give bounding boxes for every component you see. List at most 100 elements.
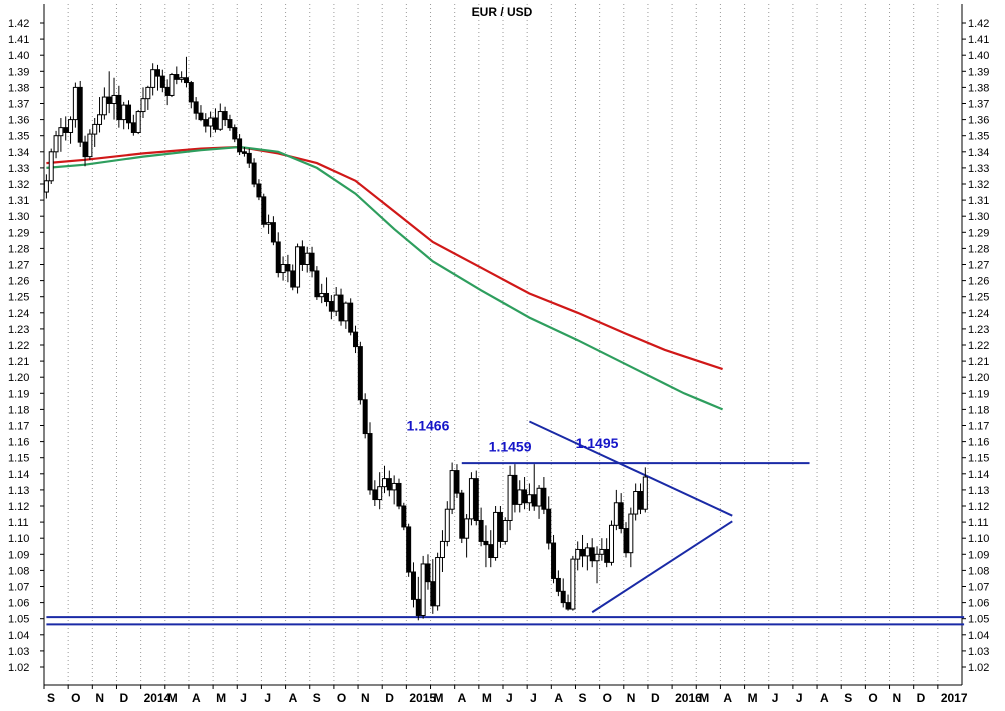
moving-average-line-2: [46, 145, 724, 411]
candle-body: [507, 474, 513, 521]
candle-body: [285, 264, 291, 272]
candle-body: [531, 494, 537, 507]
candle-body: [473, 478, 479, 521]
x-tick-label: A: [289, 691, 298, 705]
y-tick-label-right: 1.22: [968, 340, 989, 352]
x-tick-label: O: [603, 691, 612, 705]
candle-body: [551, 542, 557, 579]
y-tick-label-left: 1.31: [8, 195, 29, 207]
candle-body: [570, 558, 576, 610]
candle-body: [246, 152, 252, 164]
x-tick-label: J: [506, 691, 513, 705]
moving-average-line-1: [46, 145, 723, 371]
candle-body: [560, 590, 566, 604]
x-tick-label: D: [119, 691, 128, 705]
candle-body: [314, 270, 320, 298]
x-tick-label: D: [651, 691, 660, 705]
x-tick-label: A: [820, 691, 829, 705]
candle-body: [126, 104, 132, 124]
x-tick-label: O: [337, 691, 346, 705]
y-tick-label-right: 1.13: [968, 485, 989, 497]
candle-body: [357, 346, 363, 401]
y-tick-label-right: 1.30: [968, 211, 989, 223]
y-tick-label-left: 1.07: [8, 582, 29, 594]
candle-body: [599, 548, 605, 555]
candle-body: [261, 196, 267, 225]
x-tick-label: J: [240, 691, 247, 705]
y-tick-label-left: 1.32: [8, 179, 29, 191]
candle-body: [135, 111, 141, 133]
chart-title: EUR / USD: [472, 5, 533, 19]
y-tick-label-right: 1.40: [968, 50, 989, 62]
y-tick-label-left: 1.20: [8, 372, 29, 384]
y-tick-label-left: 1.16: [8, 437, 29, 449]
y-tick-label-right: 1.42: [968, 18, 989, 30]
y-tick-label-left: 1.37: [8, 99, 29, 111]
y-tick-label-right: 1.03: [968, 646, 989, 658]
candle-body: [256, 183, 262, 198]
candle-body: [609, 524, 615, 563]
y-tick-label-right: 1.21: [968, 356, 989, 368]
candle-body: [382, 478, 387, 488]
candle-body: [290, 270, 296, 288]
candle-body: [613, 502, 619, 526]
candle-body: [299, 246, 305, 265]
x-tick-label: A: [192, 691, 201, 705]
y-tick-label-left: 1.30: [8, 211, 29, 223]
candle-body: [101, 96, 107, 116]
candle-body: [92, 123, 98, 135]
x-tick-label: N: [361, 691, 370, 705]
candle-body: [193, 101, 199, 114]
y-tick-label-right: 1.04: [968, 630, 989, 642]
x-tick-label: N: [627, 691, 636, 705]
candle-body: [468, 478, 474, 520]
x-tick-label: S: [578, 691, 586, 705]
y-tick-label-right: 1.25: [968, 292, 989, 304]
candle-body: [526, 494, 532, 504]
y-tick-label-right: 1.09: [968, 549, 989, 561]
candle-body: [97, 114, 103, 125]
candle-body: [522, 489, 528, 504]
candle-body: [232, 127, 238, 140]
candle-body: [203, 119, 209, 127]
x-tick-label: M: [434, 691, 444, 705]
y-tick-label-left: 1.40: [8, 50, 29, 62]
y-tick-label-left: 1.38: [8, 82, 29, 94]
x-tick-label: 2016: [675, 691, 702, 705]
x-tick-label: 2015: [409, 691, 436, 705]
y-tick-label-left: 1.17: [8, 421, 29, 433]
y-tick-label-left: 1.41: [8, 34, 29, 46]
price-annotation: 1.1466: [407, 417, 450, 433]
x-tick-label: A: [554, 691, 563, 705]
candle-body: [391, 482, 397, 491]
candle-body: [227, 119, 233, 129]
candle-body: [372, 489, 378, 501]
y-tick-label-right: 1.39: [968, 66, 989, 78]
candle-body: [212, 117, 218, 130]
x-tick-label: J: [530, 691, 537, 705]
y-tick-label-right: 1.38: [968, 82, 989, 94]
trend-line-triangle-lower: [591, 520, 733, 614]
x-tick-label: D: [917, 691, 926, 705]
candle-body: [386, 478, 392, 491]
candle-body: [150, 69, 156, 88]
candle-body: [270, 222, 276, 243]
y-tick-label-right: 1.19: [968, 388, 989, 400]
candle-body: [48, 151, 54, 182]
axes: [40, 4, 966, 689]
y-tick-label-left: 1.24: [8, 308, 29, 320]
candle-body: [145, 86, 151, 100]
candle-body: [546, 508, 552, 544]
candle-body: [618, 502, 624, 530]
y-tick-label-right: 1.20: [968, 372, 989, 384]
y-tick-label-right: 1.31: [968, 195, 989, 207]
x-tick-label: J: [264, 691, 271, 705]
candle-body: [304, 252, 310, 265]
candle-body: [623, 528, 629, 554]
candle-body: [348, 302, 354, 333]
x-tick-label: J: [772, 691, 779, 705]
y-tick-label-left: 1.39: [8, 66, 29, 78]
